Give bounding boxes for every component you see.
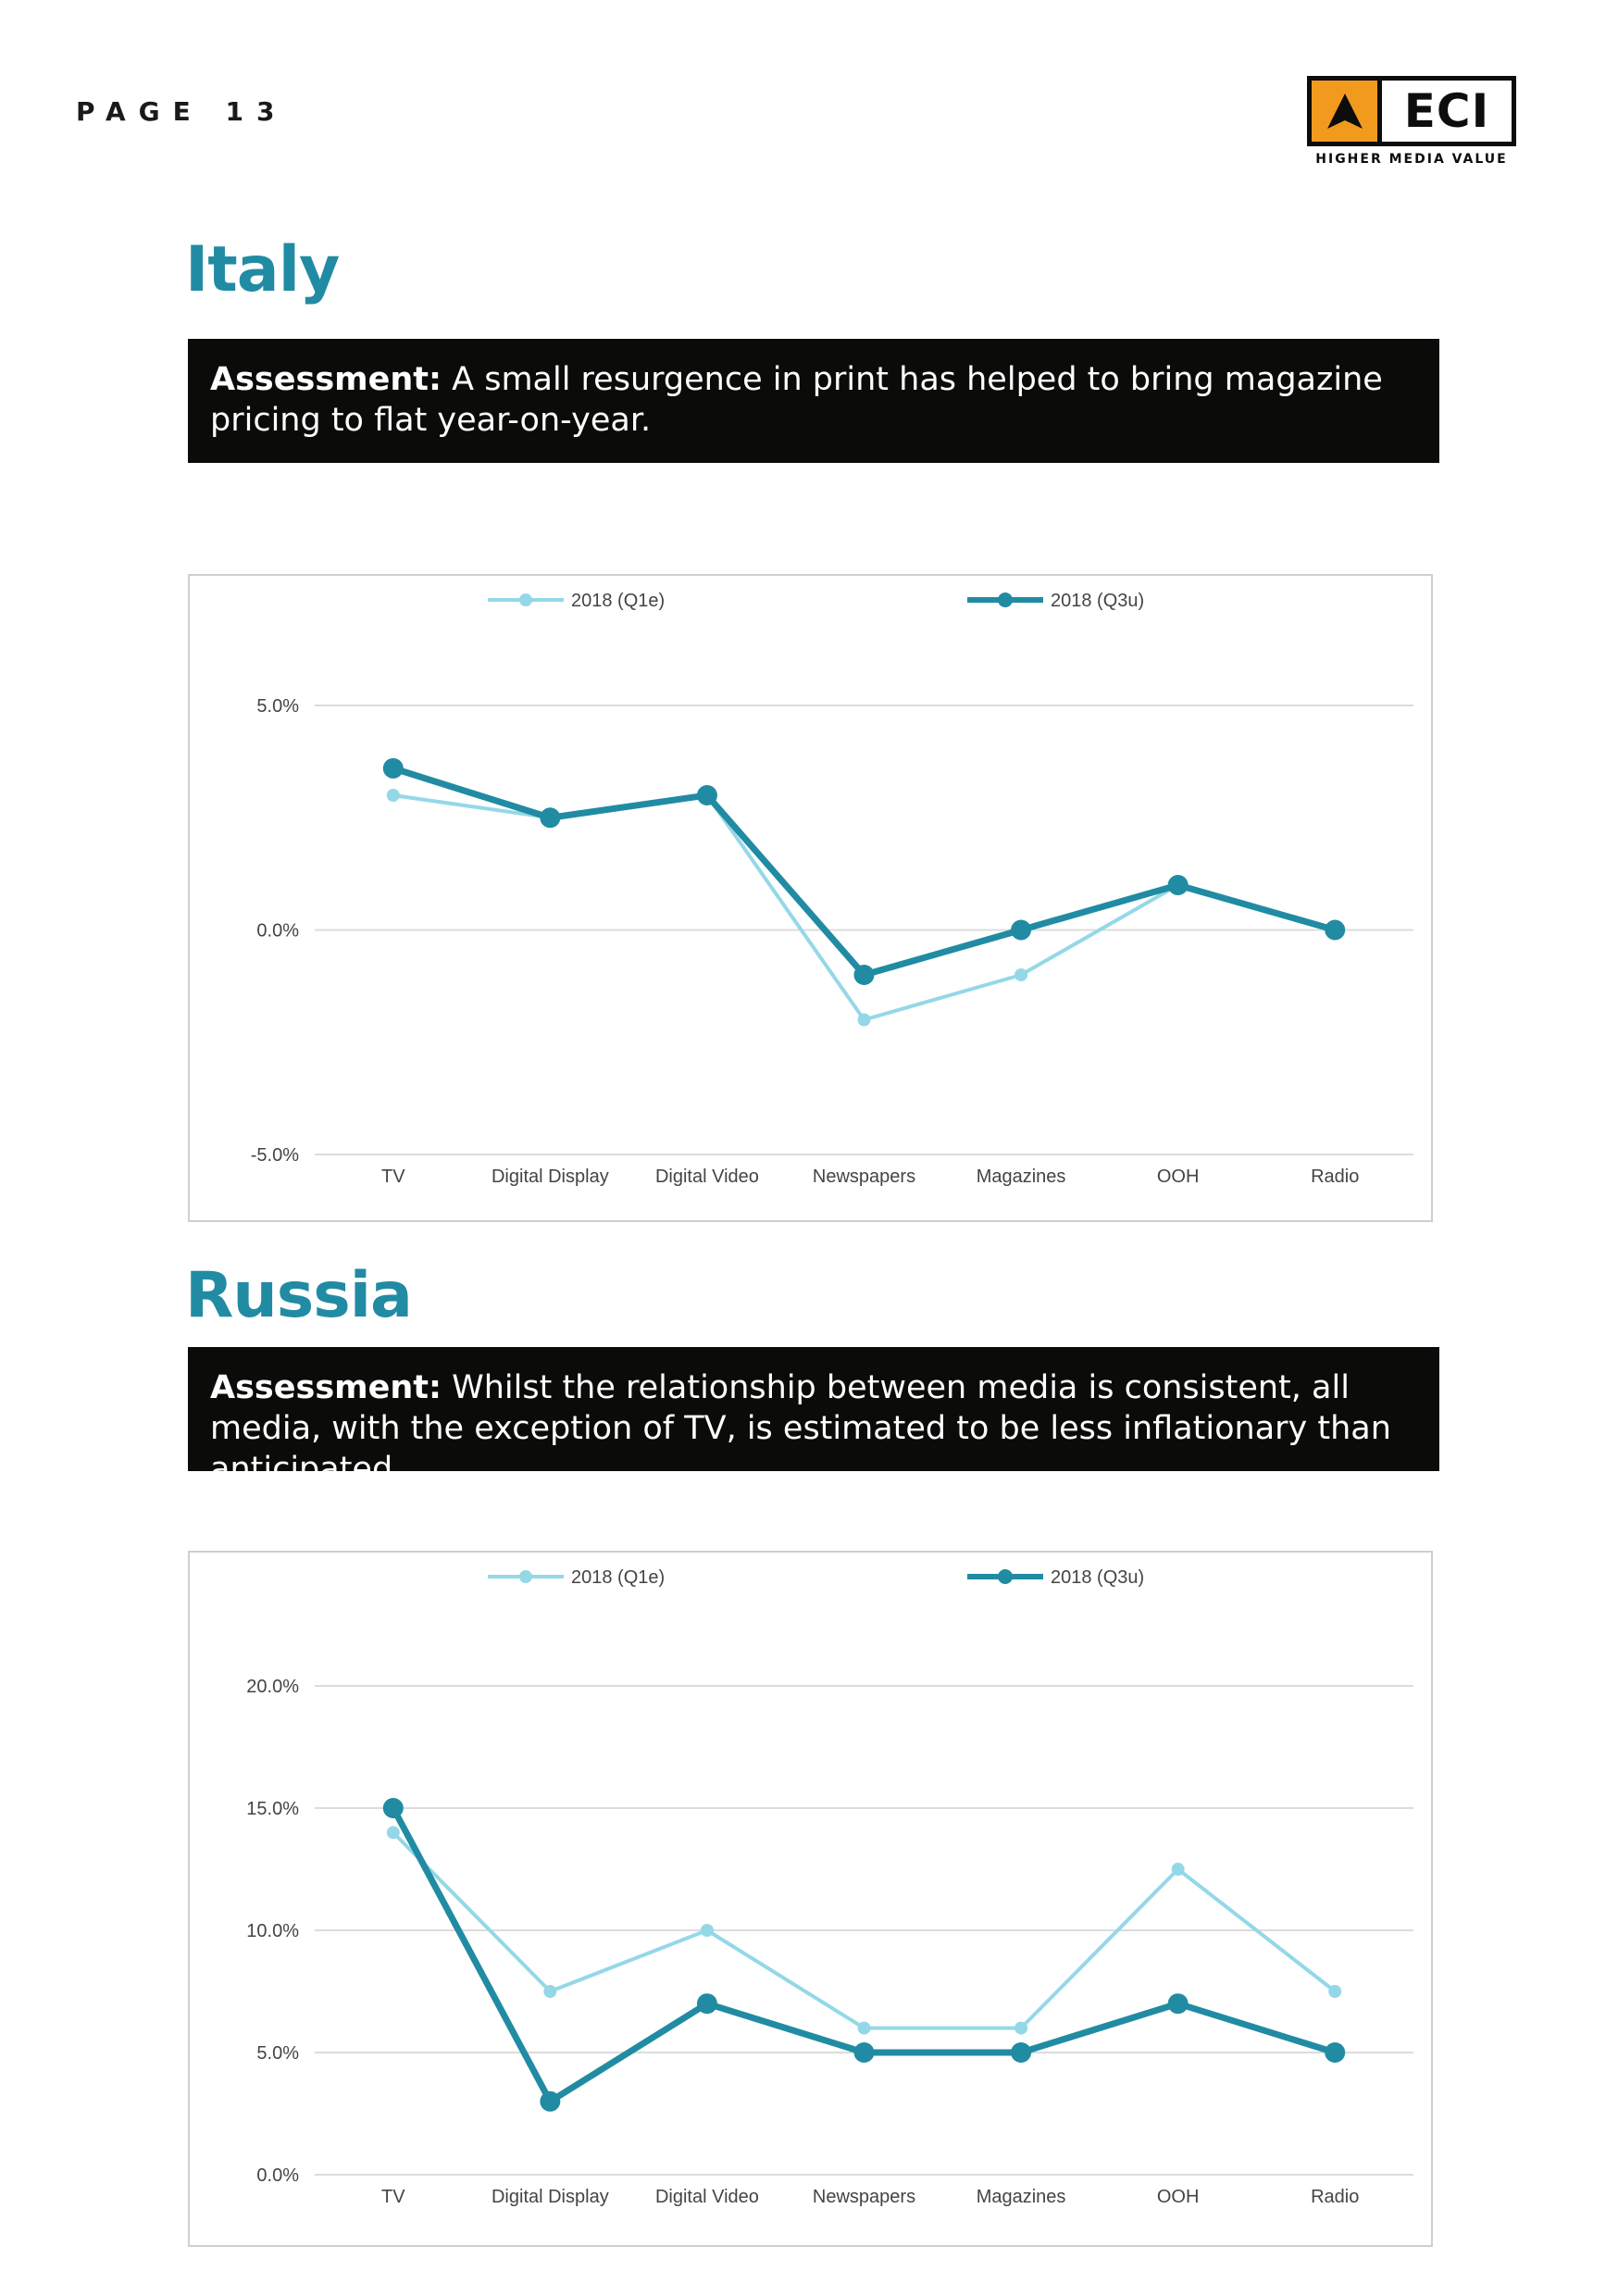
x-tick-label: Magazines — [977, 1167, 1066, 1187]
logo-arrow-icon — [1312, 81, 1382, 142]
data-point — [386, 1826, 400, 1840]
data-point — [1011, 2042, 1032, 2063]
legend-swatch-marker — [998, 593, 1013, 607]
y-tick-label: 0.0% — [256, 2165, 299, 2186]
y-tick-label: 5.0% — [256, 2043, 299, 2064]
data-point — [1167, 1993, 1189, 2015]
legend-label: 2018 (Q1e) — [571, 591, 665, 611]
x-tick-label: TV — [381, 1167, 405, 1187]
logo-box: ECI — [1307, 76, 1516, 146]
logo-text: ECI — [1403, 84, 1490, 138]
chart-svg: 0.0% 5.0% 10.0% 15.0% 20.0% TV Digital Display… — [246, 1567, 1413, 2207]
y-tick-label: 20.0% — [246, 1677, 299, 1697]
x-tick-label: Newspapers — [813, 2187, 915, 2207]
data-point — [1325, 2042, 1346, 2063]
y-tick-label: 0.0% — [256, 921, 299, 942]
data-point — [1328, 1985, 1342, 1998]
y-tick-label: 5.0% — [256, 696, 299, 717]
data-point — [382, 757, 404, 779]
chart-svg: -5.0% 0.0% 5.0% TV Digital Display Digital Vi… — [251, 591, 1413, 1187]
x-tick-label: Digital Display — [492, 1167, 609, 1187]
data-point — [1014, 2021, 1028, 2035]
data-point — [540, 2090, 561, 2112]
legend-swatch-marker — [519, 593, 532, 606]
data-point — [696, 1993, 717, 2015]
y-tick-label: 15.0% — [246, 1799, 299, 1819]
x-tick-label: Digital Video — [655, 2187, 759, 2207]
series-line — [392, 765, 1337, 979]
x-tick-label: TV — [381, 2187, 405, 2207]
x-tick-label: Newspapers — [813, 1167, 915, 1187]
assessment-label: Assessment: — [210, 361, 442, 398]
legend-swatch-marker — [998, 1569, 1013, 1584]
assessment-label: Assessment: — [210, 1369, 442, 1406]
data-point — [540, 807, 561, 829]
legend-label: 2018 (Q1e) — [571, 1567, 665, 1588]
x-tick-label: Radio — [1311, 2187, 1359, 2207]
data-point — [386, 789, 400, 802]
eci-logo: ECI HIGHER MEDIA VALUE — [1307, 76, 1516, 167]
x-tick-label: Digital Display — [492, 2187, 609, 2207]
y-tick-label: 10.0% — [246, 1921, 299, 1941]
assessment-box-italy: Assessment: A small resurgence in print … — [188, 339, 1439, 463]
x-tick-label: OOH — [1157, 2187, 1200, 2207]
data-point — [700, 1924, 714, 1937]
data-point — [1171, 1863, 1185, 1876]
legend-label: 2018 (Q3u) — [1051, 591, 1144, 611]
y-tick-label: -5.0% — [251, 1145, 299, 1166]
x-tick-label: OOH — [1157, 1167, 1200, 1187]
legend-label: 2018 (Q3u) — [1051, 1567, 1144, 1588]
page-number: PAGE 13 — [76, 96, 288, 127]
data-point — [1325, 919, 1346, 941]
section-title-russia: Russia — [185, 1259, 413, 1332]
data-point — [857, 1013, 871, 1027]
x-tick-label: Magazines — [977, 2187, 1066, 2207]
data-point — [543, 1985, 557, 1998]
assessment-box-russia: Assessment: Whilst the relationship betw… — [188, 1347, 1439, 1488]
data-point — [382, 1798, 404, 1818]
section-title-italy: Italy — [185, 233, 340, 306]
data-point — [696, 785, 717, 805]
series-line — [392, 793, 1336, 1022]
data-point — [853, 2042, 875, 2063]
data-point — [1167, 875, 1189, 895]
data-point — [1014, 968, 1028, 981]
data-point — [857, 2021, 871, 2035]
logo-tagline: HIGHER MEDIA VALUE — [1315, 152, 1508, 167]
assessment-text: A small resurgence in print has helped t… — [210, 361, 1383, 439]
assessment-text: Whilst the relationship between media is… — [210, 1369, 1391, 1488]
x-tick-label: Radio — [1311, 1167, 1359, 1187]
data-point — [1011, 919, 1032, 941]
data-point — [853, 965, 875, 985]
x-tick-label: Digital Video — [655, 1167, 759, 1187]
chart-italy: -5.0% 0.0% 5.0% TV Digital Display Digital Vi… — [188, 574, 1433, 1222]
legend-swatch-marker — [519, 1570, 532, 1583]
chart-russia: 0.0% 5.0% 10.0% 15.0% 20.0% TV Digital Display… — [188, 1551, 1433, 2247]
